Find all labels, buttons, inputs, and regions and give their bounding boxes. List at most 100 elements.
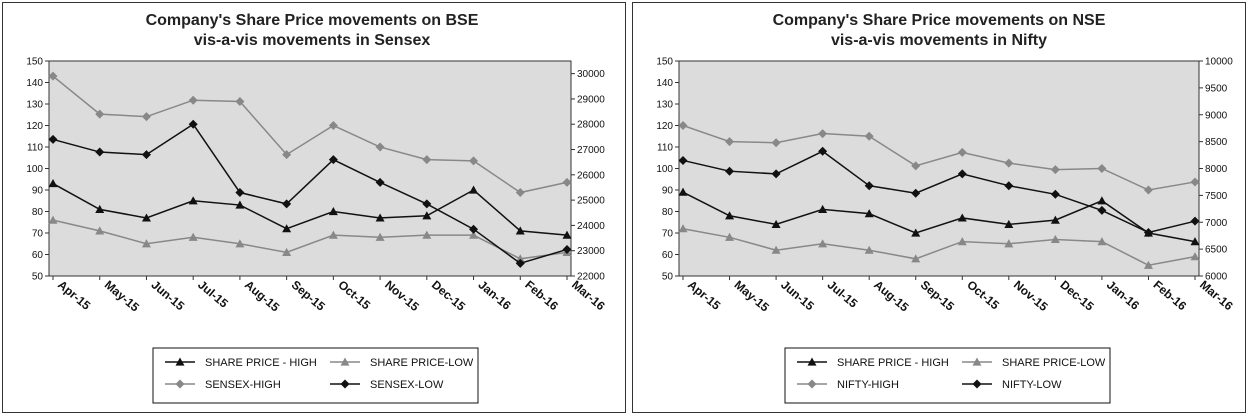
data-point [725, 166, 735, 176]
data-point [282, 247, 292, 256]
data-point [818, 204, 828, 213]
bse-chart-panel: Company's Share Price movements on BSE v… [2, 2, 626, 413]
legend-label: SHARE PRICE - HIGH [837, 357, 949, 369]
legend-swatch-marker [972, 357, 982, 366]
y-left-tick-label: 130 [26, 100, 43, 111]
data-point [515, 258, 525, 268]
data-point [771, 138, 781, 148]
data-point [282, 150, 292, 160]
x-tick-label: Sep-15 [289, 278, 328, 314]
legend-swatch-marker [807, 379, 817, 389]
y-left-tick-label: 140 [26, 78, 43, 89]
y-left-tick-label: 100 [656, 164, 673, 175]
x-tick-label: Jan-16 [476, 278, 514, 313]
chart-title-line2: vis-a-vis movements in Sensex [194, 32, 431, 49]
legend-box [784, 347, 1111, 404]
legend-swatch-marker [340, 379, 350, 389]
y-right-tick-label: 8500 [1205, 137, 1228, 148]
data-point [562, 244, 572, 254]
series-line [682, 124, 1196, 191]
y-left-tick-label: 60 [662, 250, 674, 261]
data-point [864, 245, 874, 254]
series-line [682, 191, 1196, 243]
y-right-tick-label: 9000 [1205, 110, 1228, 121]
data-point [469, 224, 479, 234]
y-right-tick-label: 23000 [577, 246, 605, 257]
data-point [1143, 185, 1153, 195]
y-right-tick-label: 6000 [1205, 272, 1228, 283]
data-point [1004, 158, 1014, 168]
data-point [864, 131, 874, 141]
data-point [771, 169, 781, 179]
data-point [1097, 237, 1107, 246]
y-left-tick-label: 110 [657, 143, 673, 154]
x-tick-label: Oct-15 [335, 278, 373, 313]
data-point [1097, 205, 1107, 215]
data-point [1190, 216, 1200, 226]
data-point [1050, 215, 1060, 224]
data-point [562, 177, 572, 187]
y-left-tick-label: 70 [662, 229, 674, 240]
data-point [1190, 177, 1200, 187]
data-point [235, 200, 245, 209]
data-point [1004, 219, 1014, 228]
x-tick-label: Aug-15 [871, 278, 911, 315]
data-point [141, 150, 151, 160]
data-point [375, 142, 385, 152]
x-tick-label: Mar-16 [569, 278, 608, 314]
data-point [678, 155, 688, 165]
series-line [52, 123, 568, 265]
data-point [1190, 252, 1200, 261]
data-point [911, 254, 921, 263]
data-point [48, 179, 58, 188]
data-point [375, 213, 385, 222]
y-right-tick-label: 27000 [577, 145, 605, 156]
y-left-tick-label: 50 [32, 272, 44, 283]
data-point [422, 155, 432, 165]
legend-label: SHARE PRICE-LOW [370, 357, 474, 369]
legend-label: NIFTY-HIGH [837, 379, 899, 391]
data-point [188, 196, 198, 205]
x-tick-label: May-15 [732, 278, 772, 315]
data-point [1050, 234, 1060, 244]
data-point [95, 204, 105, 213]
data-point [141, 112, 151, 122]
y-right-tick-label: 25000 [577, 196, 605, 207]
data-point [188, 95, 198, 105]
data-point [725, 232, 735, 241]
y-right-tick-label: 7500 [1205, 191, 1228, 202]
y-left-tick-label: 90 [662, 186, 674, 197]
chart-title-line1: Company's Share Price movements on NSE [773, 12, 1106, 29]
x-tick-label: Feb-16 [522, 278, 561, 314]
y-left-tick-label: 80 [662, 207, 674, 218]
data-point [771, 219, 781, 228]
y-right-tick-label: 8000 [1205, 164, 1228, 175]
x-tick-label: Apr-15 [55, 278, 93, 313]
data-point [188, 232, 198, 241]
legend-label: NIFTY-LOW [1002, 379, 1062, 391]
data-point [141, 239, 151, 248]
x-tick-label: Sep-15 [918, 278, 957, 314]
y-left-tick-label: 70 [32, 229, 44, 240]
y-left-tick-label: 120 [26, 121, 43, 132]
x-tick-label: Jun-15 [778, 278, 817, 314]
y-left-tick-label: 140 [656, 78, 673, 89]
y-right-tick-label: 30000 [577, 69, 605, 80]
data-point [864, 209, 874, 218]
legend-swatch-marker [340, 357, 350, 366]
y-right-tick-label: 24000 [577, 221, 605, 232]
y-left-tick-label: 120 [656, 121, 673, 132]
data-point [235, 188, 245, 198]
data-point [678, 121, 688, 130]
x-tick-label: Apr-15 [685, 278, 723, 313]
nse-chart: Company's Share Price movements on NSE v… [656, 12, 1236, 404]
data-point [235, 96, 245, 106]
x-tick-label: Oct-15 [964, 278, 1002, 313]
x-tick-label: Dec-15 [1057, 278, 1096, 314]
data-point [725, 211, 735, 220]
y-left-tick-label: 50 [662, 272, 674, 283]
data-point [48, 215, 58, 224]
y-right-tick-label: 29000 [577, 94, 605, 105]
x-tick-label: Jun-15 [149, 278, 188, 314]
data-point [1097, 164, 1107, 173]
